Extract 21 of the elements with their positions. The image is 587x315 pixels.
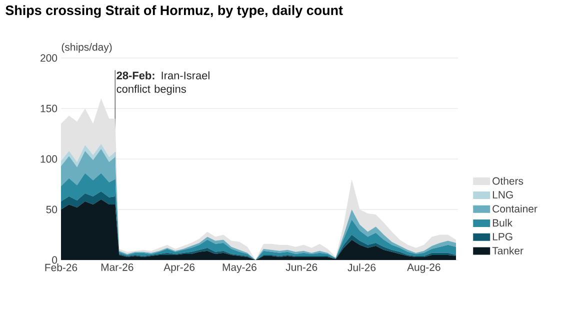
legend-label: Others bbox=[492, 177, 524, 185]
legend-label: LNG bbox=[492, 191, 513, 198]
x-tick-label: Aug-26 bbox=[407, 264, 440, 273]
y-tick-label: 50 bbox=[46, 206, 58, 214]
y-tick-label: 100 bbox=[40, 155, 58, 163]
y-tick-label: 0 bbox=[52, 256, 58, 264]
legend-label: Bulk bbox=[492, 218, 512, 227]
x-tick-label: Apr-26 bbox=[164, 264, 195, 273]
x-tick-label: May-26 bbox=[222, 264, 256, 273]
x-tick-label: Mar-26 bbox=[101, 264, 134, 271]
y-tick-label: 150 bbox=[40, 104, 58, 112]
y-tick-label: 200 bbox=[40, 54, 58, 62]
y-axis-title: (ships/day) bbox=[62, 43, 112, 53]
legend-label: LPG bbox=[492, 232, 512, 240]
x-tick-label: Feb-26 bbox=[45, 264, 78, 272]
ref-line-label: 28-Feb: Iran-Israel conflict begins bbox=[116, 71, 210, 95]
x-tick-label: Jun-26 bbox=[286, 264, 318, 271]
x-tick-label: Jul-26 bbox=[348, 264, 376, 272]
legend-label: Tanker bbox=[492, 246, 524, 254]
legend-label: Container bbox=[492, 204, 538, 213]
chart-title: Ships crossing Strait of Hormuz, by type, daily count bbox=[6, 5, 343, 18]
